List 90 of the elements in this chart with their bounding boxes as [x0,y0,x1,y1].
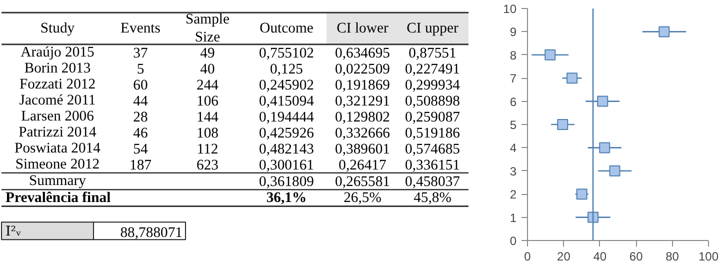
x-tick-label: 100 [698,250,719,264]
category-label: Summary [29,173,86,190]
text: 623 [196,157,218,174]
text: 0,361809 [259,174,314,190]
text: 0,574685 [405,141,460,158]
category-label: Araújo 2015 [20,44,94,61]
point [566,72,578,84]
text: 0,265581 [335,174,390,190]
text: 0,415094 [259,94,314,110]
x-tick-label: 80 [666,250,680,264]
text: 40 [200,62,215,78]
text: 36,1% [266,190,307,206]
text: 0,321291 [335,94,390,110]
text: 0,26417 [338,157,386,174]
text: 5 [136,62,144,78]
category-label: Larsen 2006 [21,108,94,124]
text: 0,300161 [259,157,314,174]
text: 49 [200,46,215,62]
text: 144 [196,109,218,126]
category-label: Fozzati 2012 [19,76,96,93]
y-tick-label: 1 [510,210,517,225]
category-label: CI lower [336,20,388,37]
text: 28 [133,109,148,126]
y-tick-label: 5 [510,118,517,132]
text: 0,458037 [405,174,460,190]
text: 37 [133,46,148,62]
text: 0,508898 [405,94,460,110]
text: 60 [133,78,148,94]
y-tick-label: 0 [510,234,517,248]
text: 0,389601 [335,141,390,158]
text: 244 [196,78,218,94]
text: 26,5% [344,190,382,206]
text: 0,227491 [405,62,460,78]
category-label: Borin 2013 [24,60,91,77]
text: 0,482143 [259,141,314,158]
text: 106 [196,94,218,110]
category-label: CI upper [406,20,458,37]
text: 0,634695 [335,46,390,62]
category-label: Simeone 2012 [15,156,100,172]
x-tick-label: 0 [524,250,532,264]
category-label: Poswiata 2014 [14,140,100,156]
text: 45,8% [414,190,452,206]
text: 112 [196,141,218,158]
point [658,26,670,38]
text: 187 [130,157,152,174]
x-tick-label: 40 [593,250,607,264]
text: 88,788071 [120,225,183,242]
text: 0,125 [270,62,303,78]
y-tick-label: 6 [510,94,517,109]
point [588,212,599,223]
x-tick-label: 60 [629,250,644,264]
y-tick-label: 3 [510,164,517,178]
text: 0,299934 [405,78,460,94]
y-tick-label: 10 [503,2,517,16]
x-tick-label: 20 [557,250,571,264]
text: 0,191869 [335,78,390,94]
category-label: Sample Size [186,11,230,46]
category-label: Prevalência final [6,190,111,206]
text: 44 [133,94,148,110]
y-tick-label: 9 [510,25,517,40]
text: 0,022509 [335,62,390,78]
text: 0,87551 [408,46,456,62]
text: I²ᵥ [6,224,22,240]
text: 0,336151 [405,157,460,174]
text: 0,194444 [259,109,314,126]
y-tick-label: 2 [510,188,517,202]
category-label: Outcome [260,20,314,37]
text: 108 [196,125,218,142]
text: 0,332666 [335,125,390,142]
text: 0,425926 [259,125,314,142]
y-tick-label: 4 [510,141,517,156]
y-tick-label: 7 [510,72,517,86]
text: 0,245902 [259,78,314,94]
text: 0,519186 [405,125,460,142]
text: 0,129802 [335,109,390,126]
text: 0,259087 [405,109,460,126]
text: 0,755102 [259,46,314,62]
y-tick-label: 8 [510,48,517,62]
category-label: Jacomé 2011 [19,92,96,109]
category-label: Patrizzi 2014 [18,124,96,140]
point [599,142,610,154]
text: 46 [133,125,148,142]
point [609,165,620,176]
text: Study [40,20,76,37]
point [576,188,588,200]
point [557,119,568,130]
category-label: Events [120,20,161,37]
point [597,96,608,107]
point [544,49,556,60]
text: 54 [133,141,148,158]
